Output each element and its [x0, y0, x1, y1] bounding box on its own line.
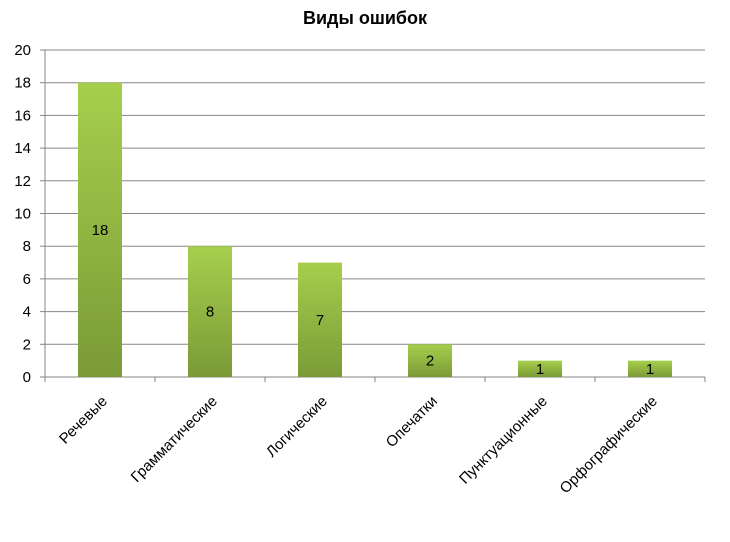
- y-tick-label: 14: [14, 140, 31, 157]
- data-label: 1: [536, 361, 544, 378]
- bar: [298, 262, 342, 377]
- category-label: Речевые: [56, 393, 111, 448]
- chart-title: Виды ошибок: [302, 8, 428, 28]
- category-label: Опечатки: [383, 393, 441, 451]
- y-tick-label: 0: [23, 369, 31, 386]
- bar: [78, 82, 122, 377]
- data-label: 2: [426, 353, 434, 370]
- category-label: Логические: [263, 393, 331, 461]
- category-label: Грамматические: [128, 393, 221, 486]
- y-tick-label: 2: [23, 336, 31, 353]
- bar: [188, 246, 232, 377]
- data-label: 1: [646, 361, 654, 378]
- y-tick-label: 20: [14, 42, 31, 59]
- y-tick-label: 8: [23, 238, 31, 255]
- gridlines: [45, 49, 705, 345]
- y-tick-label: 6: [23, 271, 31, 288]
- category-label: Пунктуационные: [456, 393, 551, 488]
- data-label: 7: [316, 312, 324, 329]
- y-tick-label: 16: [14, 107, 31, 124]
- y-tick-label: 18: [14, 75, 31, 92]
- bar: [518, 360, 562, 377]
- bars: [78, 82, 672, 377]
- y-tick-label: 12: [14, 173, 31, 190]
- bar: [408, 344, 452, 377]
- data-label: 8: [206, 304, 214, 321]
- y-tick-label: 4: [23, 304, 31, 321]
- category-label: Орфографические: [557, 393, 661, 497]
- y-tick-label: 10: [14, 206, 31, 223]
- bar: [628, 360, 672, 377]
- data-label: 18: [92, 222, 109, 239]
- axes: [40, 49, 706, 382]
